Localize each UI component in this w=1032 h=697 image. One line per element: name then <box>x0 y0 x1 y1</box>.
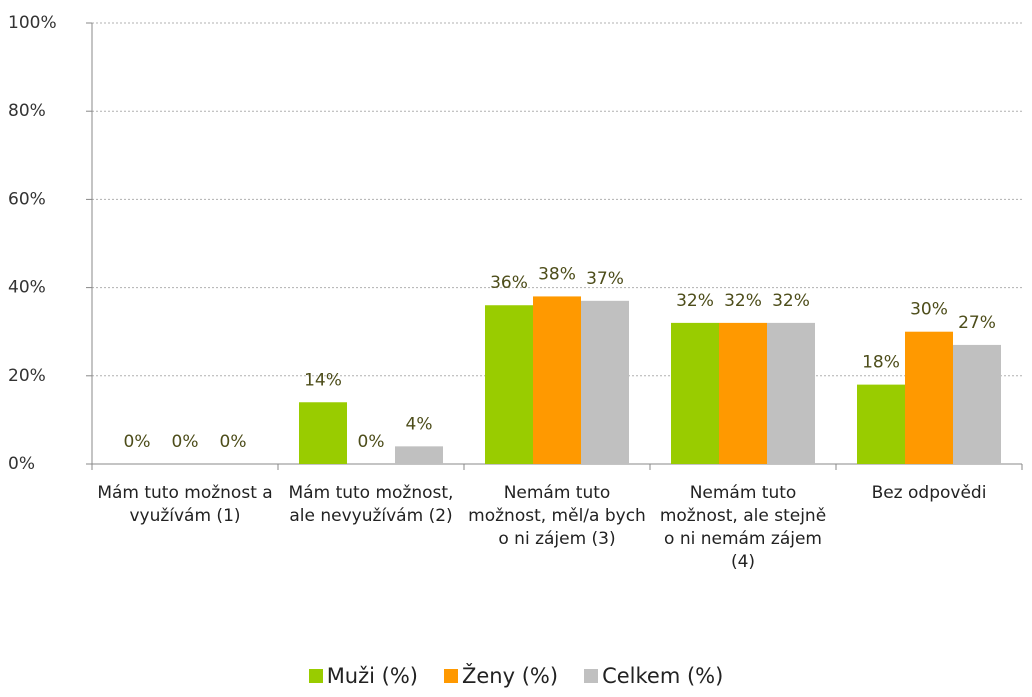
bar <box>533 296 581 464</box>
x-tick-label: Bez odpovědi <box>871 483 987 503</box>
value-label: 18% <box>862 353 900 373</box>
bar <box>767 322 815 464</box>
y-tick-label: 80% <box>8 101 46 121</box>
value-label: 27% <box>958 313 996 333</box>
bar <box>953 344 1001 464</box>
legend-item: Muži (%) <box>308 664 418 688</box>
value-label: 0% <box>124 432 151 452</box>
value-label: 0% <box>358 432 385 452</box>
legend-swatch <box>308 669 323 683</box>
value-label: 32% <box>772 291 810 311</box>
bar <box>485 305 533 464</box>
value-label: 30% <box>910 300 948 320</box>
legend-swatch <box>444 669 458 683</box>
legend-label: Muži (%) <box>326 664 418 688</box>
legend-label: Ženy (%) <box>462 664 559 688</box>
value-label: 38% <box>538 264 576 284</box>
legend-label: Celkem (%) <box>602 664 724 688</box>
legend: Muži (%) Ženy (%) Celkem (%) <box>0 664 1032 688</box>
bar <box>581 300 629 464</box>
x-tick-label: Nemám tuto možnost, ale stejně o ni nemá… <box>659 483 827 572</box>
value-label: 36% <box>490 273 528 293</box>
x-tick-label: Mám tuto možnost, ale nevyužívám (2) <box>288 483 454 526</box>
value-label: 0% <box>172 432 199 452</box>
value-label: 37% <box>586 269 624 289</box>
bar <box>395 446 443 464</box>
value-label: 0% <box>220 432 247 452</box>
value-label: 14% <box>304 370 342 390</box>
y-tick-label: 100% <box>8 13 57 33</box>
y-tick-label: 20% <box>8 366 46 386</box>
y-tick-label: 40% <box>8 278 46 298</box>
x-tick-label: Nemám tuto možnost, měl/a bych o ni záje… <box>468 483 646 549</box>
bar <box>299 402 347 464</box>
value-label: 32% <box>676 291 714 311</box>
legend-item: Ženy (%) <box>444 664 558 688</box>
bar <box>905 331 953 464</box>
value-label: 32% <box>724 291 762 311</box>
y-tick-label: 60% <box>8 189 46 209</box>
y-tick-label: 0% <box>8 454 35 474</box>
bar <box>671 322 719 464</box>
bar <box>719 322 767 464</box>
bar <box>857 384 905 464</box>
value-label: 4% <box>406 414 433 434</box>
legend-item: Celkem (%) <box>584 664 723 688</box>
x-tick-label: Mám tuto možnost a využívám (1) <box>97 483 273 526</box>
legend-swatch <box>584 669 599 683</box>
